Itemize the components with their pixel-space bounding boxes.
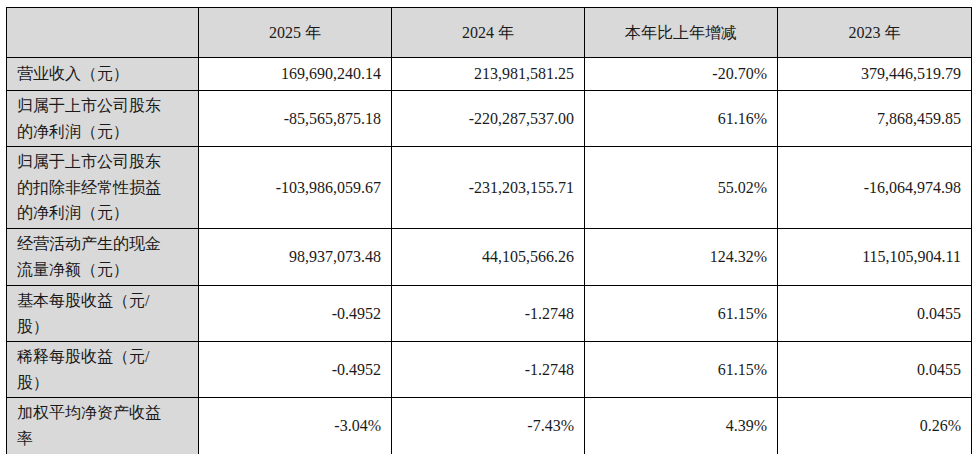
value-cell: 379,446,519.79 xyxy=(778,58,972,91)
value-cell: -1.2748 xyxy=(392,342,585,398)
header-cell-yoy-change: 本年比上年增减 xyxy=(585,8,778,58)
table-row: 归属于上市公司股东 的扣除非经常性损益 的净利润（元）-103,986,059.… xyxy=(7,147,972,229)
value-cell: -103,986,059.67 xyxy=(199,147,392,229)
row-label-cell: 归属于上市公司股东 的扣除非经常性损益 的净利润（元） xyxy=(7,147,199,229)
value-cell: 44,105,566.26 xyxy=(392,228,585,285)
value-cell: -16,064,974.98 xyxy=(778,147,972,229)
value-cell: 61.16% xyxy=(585,91,778,147)
table-row: 营业收入（元）169,690,240.14213,981,581.25-20.7… xyxy=(7,58,972,91)
row-label-cell: 营业收入（元） xyxy=(7,58,199,91)
table-row: 加权平均净资产收益 率-3.04%-7.43%4.39%0.26% xyxy=(7,398,972,454)
value-cell: 4.39% xyxy=(585,398,778,454)
value-cell: -231,203,155.71 xyxy=(392,147,585,229)
table-row: 归属于上市公司股东 的净利润（元）-85,565,875.18-220,287,… xyxy=(7,91,972,147)
value-cell: 0.0455 xyxy=(778,285,972,341)
header-cell-2023: 2023 年 xyxy=(778,8,972,58)
value-cell: 115,105,904.11 xyxy=(778,228,972,285)
value-cell: -220,287,537.00 xyxy=(392,91,585,147)
value-cell: 169,690,240.14 xyxy=(199,58,392,91)
row-label-cell: 经营活动产生的现金 流量净额（元） xyxy=(7,228,199,285)
value-cell: 55.02% xyxy=(585,147,778,229)
value-cell: -3.04% xyxy=(199,398,392,454)
value-cell: 213,981,581.25 xyxy=(392,58,585,91)
value-cell: -0.4952 xyxy=(199,342,392,398)
table-row: 基本每股收益（元/ 股）-0.4952-1.274861.15%0.0455 xyxy=(7,285,972,341)
value-cell: 0.26% xyxy=(778,398,972,454)
value-cell: -0.4952 xyxy=(199,285,392,341)
value-cell: 124.32% xyxy=(585,228,778,285)
row-label-cell: 加权平均净资产收益 率 xyxy=(7,398,199,454)
table-row: 稀释每股收益（元/ 股）-0.4952-1.274861.15%0.0455 xyxy=(7,342,972,398)
row-label-cell: 稀释每股收益（元/ 股） xyxy=(7,342,199,398)
value-cell: -7.43% xyxy=(392,398,585,454)
financial-summary-table-container: 2025 年 2024 年 本年比上年增减 2023 年 营业收入（元）169,… xyxy=(6,7,972,454)
financial-summary-table: 2025 年 2024 年 本年比上年增减 2023 年 营业收入（元）169,… xyxy=(6,7,972,454)
header-cell-2025: 2025 年 xyxy=(199,8,392,58)
value-cell: -85,565,875.18 xyxy=(199,91,392,147)
header-cell-2024: 2024 年 xyxy=(392,8,585,58)
value-cell: -20.70% xyxy=(585,58,778,91)
header-row: 2025 年 2024 年 本年比上年增减 2023 年 xyxy=(7,8,972,58)
value-cell: 61.15% xyxy=(585,285,778,341)
table-row: 经营活动产生的现金 流量净额（元）98,937,073.4844,105,566… xyxy=(7,228,972,285)
value-cell: 0.0455 xyxy=(778,342,972,398)
value-cell: 98,937,073.48 xyxy=(199,228,392,285)
value-cell: 61.15% xyxy=(585,342,778,398)
value-cell: -1.2748 xyxy=(392,285,585,341)
row-label-cell: 归属于上市公司股东 的净利润（元） xyxy=(7,91,199,147)
value-cell: 7,868,459.85 xyxy=(778,91,972,147)
row-label-cell: 基本每股收益（元/ 股） xyxy=(7,285,199,341)
header-cell-blank xyxy=(7,8,199,58)
